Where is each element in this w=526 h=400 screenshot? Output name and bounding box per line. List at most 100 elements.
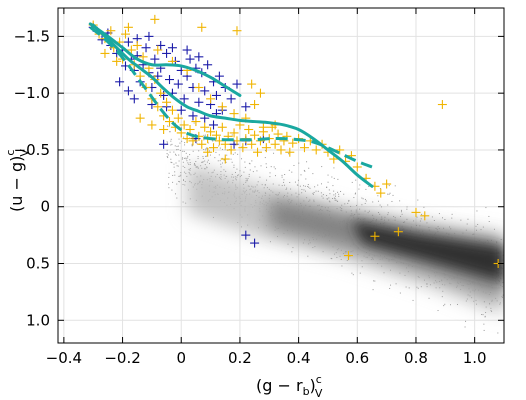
density-dot	[450, 304, 452, 306]
density-dot	[166, 153, 168, 155]
density-dot	[176, 183, 178, 185]
density-dot	[335, 199, 337, 201]
density-dot	[333, 190, 335, 192]
axis-ticks	[58, 8, 504, 343]
density-dot	[214, 157, 216, 159]
density-dot	[245, 180, 247, 182]
density-dot	[361, 204, 363, 206]
gold-point	[185, 125, 195, 135]
gold-point	[226, 145, 236, 155]
density-dot	[179, 175, 181, 177]
density-dot	[185, 157, 187, 159]
density-dot	[421, 213, 423, 215]
density-dot	[218, 154, 220, 156]
density-dot	[206, 161, 208, 163]
density-dot	[359, 184, 361, 186]
density-dot	[237, 174, 239, 176]
density-dot	[223, 159, 225, 161]
density-dot	[172, 174, 174, 176]
gold-point	[370, 231, 380, 241]
plot-area: −0.4 −0.2 0 0.2 0.4 0.6 0.8 1.0 −1.5 −1.0 −0.5 0 0.…	[14, 7, 505, 367]
density-dot	[295, 192, 297, 194]
density-dot	[387, 193, 389, 195]
density-dot	[315, 190, 317, 192]
density-dot	[202, 136, 204, 138]
density-dot	[416, 216, 418, 218]
gold-point	[197, 139, 207, 149]
blue-point	[209, 120, 219, 130]
density-dot	[178, 180, 180, 182]
density-dot	[186, 160, 188, 162]
density-dot	[182, 183, 184, 185]
density-dot	[387, 204, 389, 206]
density-dot	[314, 186, 316, 188]
gold-point	[335, 145, 345, 155]
curve-dashed-2	[89, 26, 373, 169]
gold-point	[203, 147, 213, 157]
density-dot	[291, 171, 293, 173]
blue-point	[214, 71, 224, 81]
y-axis-label: (u − g)cV	[4, 149, 31, 212]
density-dot	[359, 208, 361, 210]
density-dot	[307, 184, 309, 186]
gold-point	[253, 147, 263, 157]
density-dot	[322, 197, 324, 199]
density-dot	[241, 146, 243, 148]
density-dot	[181, 158, 183, 160]
density-dot	[326, 198, 328, 200]
density-dot	[326, 186, 328, 188]
x-axis-label-close: )	[310, 376, 316, 395]
density-dot	[168, 176, 170, 178]
density-dot	[299, 185, 301, 187]
density-dot	[182, 201, 184, 203]
gold-point	[150, 14, 160, 24]
density-dot	[331, 258, 333, 260]
density-dot	[393, 216, 395, 218]
density-dot	[394, 217, 396, 219]
blue-point	[129, 94, 139, 104]
density-dot	[211, 139, 213, 141]
density-dot	[187, 157, 189, 159]
density-dot	[270, 166, 272, 168]
density-dot	[296, 184, 298, 186]
density-dot	[167, 125, 169, 127]
gold-point	[182, 134, 192, 144]
density-dot	[488, 215, 490, 217]
density-dot	[205, 155, 207, 157]
plot-frame	[57, 7, 505, 344]
density-dot	[257, 181, 259, 183]
blue-point	[194, 97, 204, 107]
density-dot	[175, 193, 177, 195]
density-dot	[327, 181, 329, 183]
density-dot	[408, 287, 410, 289]
density-dot	[335, 193, 337, 195]
density-dot	[358, 188, 360, 190]
density-dot	[203, 168, 205, 170]
density-dot	[173, 163, 175, 165]
blue-point	[226, 94, 236, 104]
density-dot	[183, 179, 185, 181]
gold-point	[209, 143, 219, 153]
density-dot	[252, 171, 254, 173]
density-dot	[239, 170, 241, 172]
density-dot	[206, 167, 208, 169]
density-dot	[284, 184, 286, 186]
density-dot	[184, 142, 186, 144]
density-dot	[245, 177, 247, 179]
density-dot	[278, 184, 280, 186]
density-dot	[476, 210, 478, 212]
blue-point	[144, 31, 154, 41]
density-dot	[372, 184, 374, 186]
density-dot	[416, 286, 418, 288]
blue-point	[185, 54, 195, 64]
density-dot	[388, 185, 390, 187]
density-dot	[465, 300, 467, 302]
density-dot	[171, 189, 173, 191]
blue-point	[250, 238, 260, 248]
gold-point	[411, 207, 421, 217]
density-dot	[334, 195, 336, 197]
density-dot	[269, 172, 271, 174]
x-tick-label-1: −0.2	[104, 349, 140, 367]
density-dot	[374, 280, 376, 282]
